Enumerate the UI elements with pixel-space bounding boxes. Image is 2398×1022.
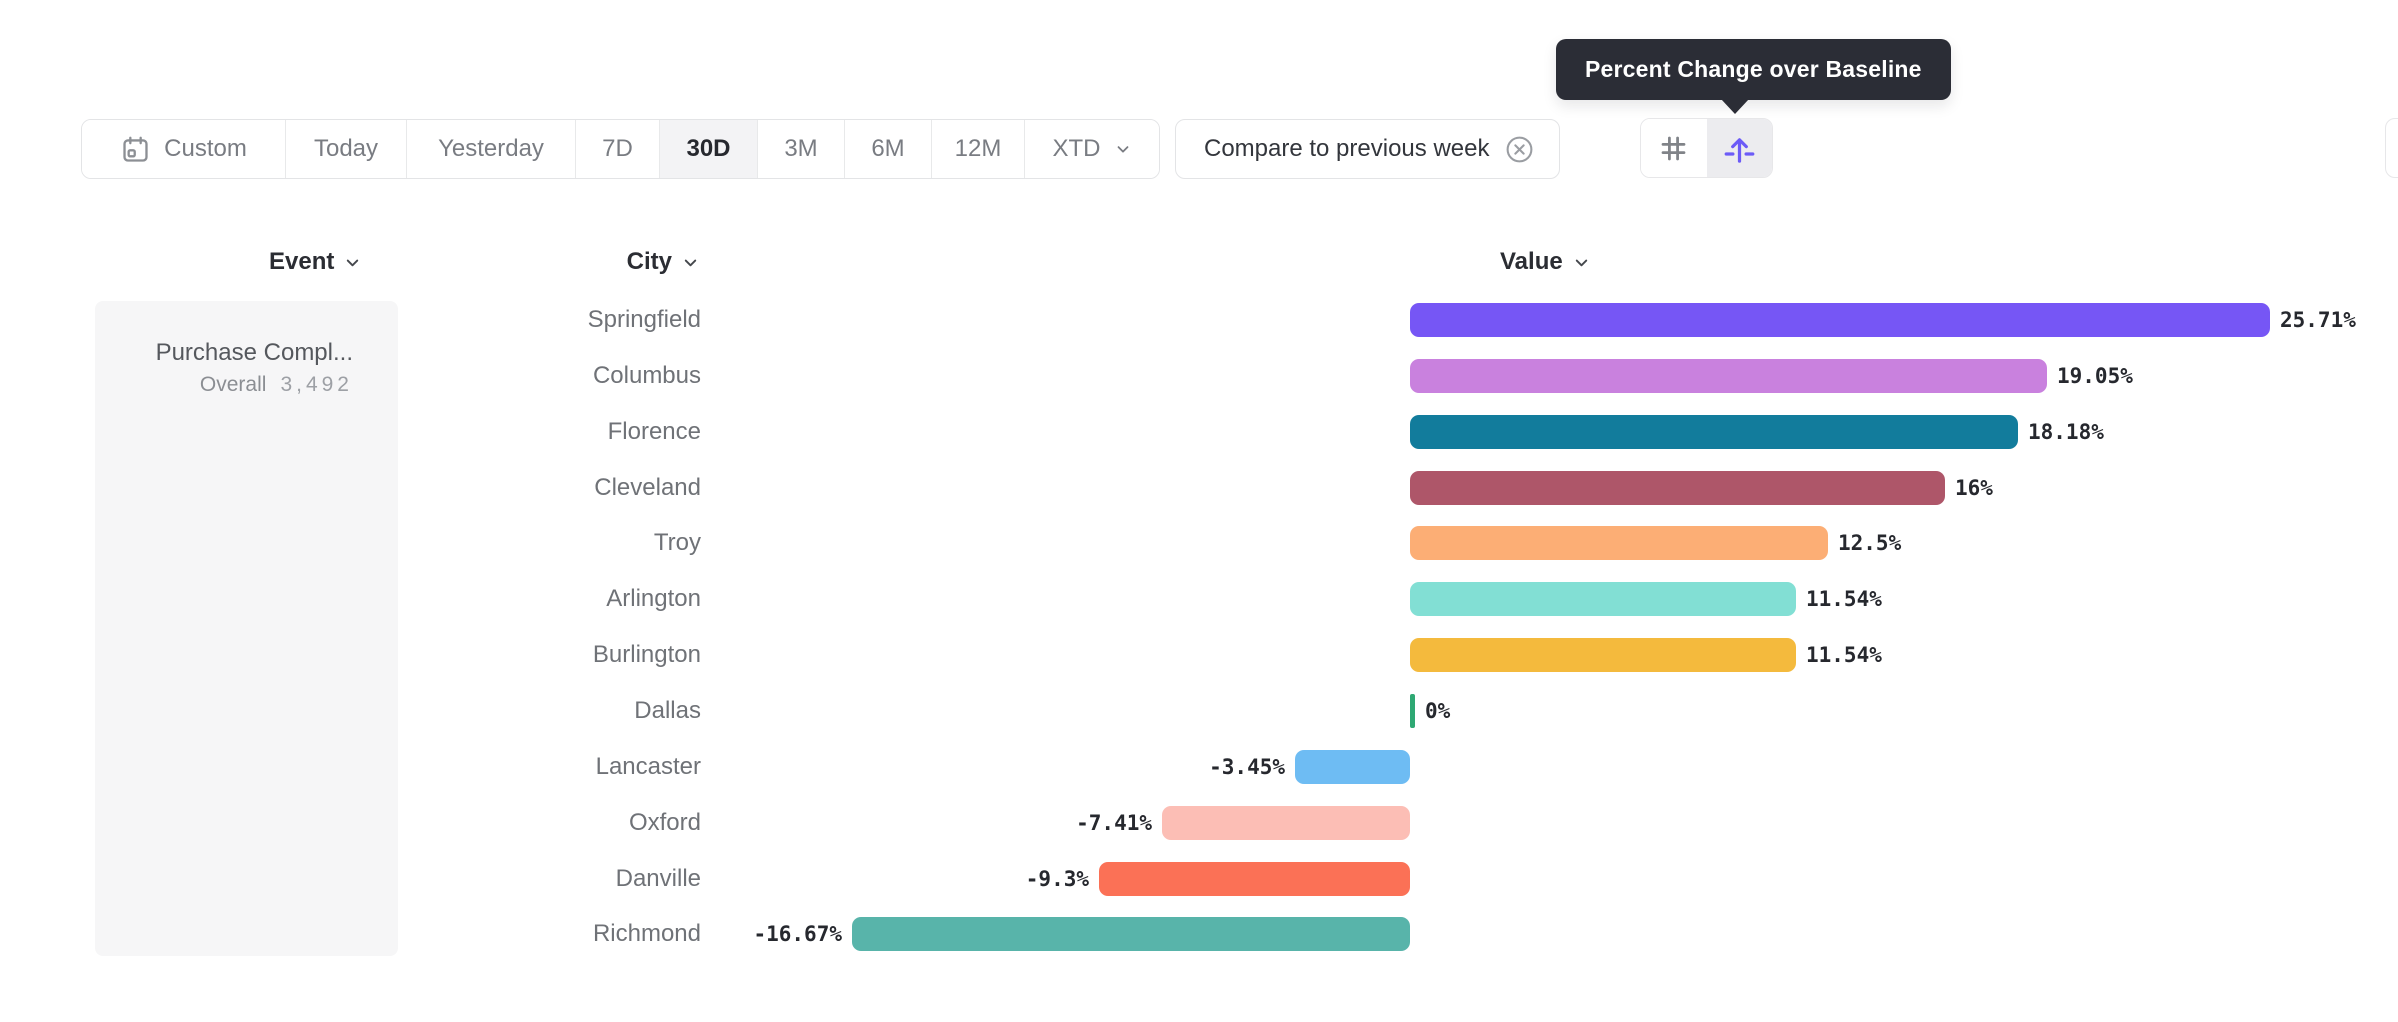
- column-header-value[interactable]: Value: [1500, 245, 1591, 279]
- value-format-toggle: [1640, 118, 1773, 178]
- event-panel[interactable]: Purchase Compl... Overall 3,492: [95, 301, 398, 956]
- tooltip-text: Percent Change over Baseline: [1585, 56, 1922, 82]
- column-header-city-label: City: [626, 248, 672, 275]
- event-overall-row: Overall 3,492: [115, 369, 353, 400]
- city-label-arlington: Arlington: [606, 585, 701, 612]
- city-label-troy: Troy: [653, 529, 701, 556]
- value-bar-springfield[interactable]: [1410, 303, 2270, 337]
- date-preset-xtd[interactable]: XTD: [1024, 120, 1159, 178]
- city-label-cleveland: Cleveland: [594, 474, 701, 501]
- date-range-picker: Custom Today Yesterday 7D 30D 3M 6M 12M XTD: [81, 119, 1160, 179]
- value-label-richmond: -16.67%: [753, 922, 842, 946]
- city-label-lancaster: Lancaster: [595, 753, 701, 780]
- city-label-florence: Florence: [607, 418, 701, 445]
- value-bar-florence[interactable]: [1410, 415, 2018, 449]
- value-label-oxford: -7.41%: [1076, 811, 1152, 835]
- overall-label: Overall: [199, 373, 267, 396]
- date-preset-label: 12M: [954, 135, 1002, 162]
- percent-change-button[interactable]: [1706, 119, 1772, 177]
- value-bar-columbus[interactable]: [1410, 359, 2047, 393]
- date-preset-label: Custom: [164, 135, 247, 162]
- date-preset-yesterday[interactable]: Yesterday: [406, 120, 575, 178]
- chevron-down-icon: [1572, 253, 1591, 272]
- date-preset-3m[interactable]: 3M: [757, 120, 844, 178]
- city-label-burlington: Burlington: [592, 641, 701, 668]
- tooltip-percent-change-over-baseline: Percent Change over Baseline: [1556, 39, 1951, 114]
- value-label-arlington: 11.54%: [1806, 587, 1882, 611]
- value-bar-troy[interactable]: [1410, 526, 1828, 560]
- date-preset-label: 7D: [602, 135, 633, 162]
- date-preset-label: XTD: [1052, 135, 1101, 162]
- city-label-springfield: Springfield: [587, 306, 701, 333]
- column-header-city[interactable]: City: [400, 245, 700, 279]
- event-name: Purchase Compl...: [155, 339, 353, 366]
- city-label-danville: Danville: [615, 865, 701, 892]
- date-preset-12m[interactable]: 12M: [931, 120, 1024, 178]
- value-bar-lancaster[interactable]: [1295, 750, 1410, 784]
- date-preset-6m[interactable]: 6M: [844, 120, 931, 178]
- value-bar-cleveland[interactable]: [1410, 471, 1945, 505]
- date-preset-custom[interactable]: Custom: [82, 120, 285, 178]
- value-bar-danville[interactable]: [1099, 862, 1410, 896]
- column-header-event[interactable]: Event: [269, 245, 362, 279]
- date-preset-label: 3M: [784, 135, 818, 162]
- column-header-value-label: Value: [1500, 248, 1563, 275]
- compare-chip[interactable]: Compare to previous week: [1175, 119, 1561, 179]
- value-bar-burlington[interactable]: [1410, 638, 1796, 672]
- value-label-florence: 18.18%: [2028, 420, 2104, 444]
- value-label-dallas: 0%: [1425, 699, 1451, 723]
- date-preset-label: 30D: [686, 135, 731, 162]
- remove-compare-icon[interactable]: [1504, 134, 1535, 165]
- number-format-button[interactable]: [1641, 119, 1707, 177]
- tooltip-arrow: [1721, 99, 1749, 114]
- value-label-troy: 12.5%: [1838, 531, 1902, 555]
- city-label-dallas: Dallas: [634, 697, 701, 724]
- value-bar-oxford[interactable]: [1162, 806, 1410, 840]
- city-label-columbus: Columbus: [592, 362, 701, 389]
- date-preset-30d[interactable]: 30D: [659, 120, 757, 178]
- date-preset-label: Today: [313, 135, 379, 162]
- column-header-event-label: Event: [269, 248, 335, 275]
- value-label-burlington: 11.54%: [1806, 643, 1882, 667]
- value-label-lancaster: -3.45%: [1209, 755, 1285, 779]
- hash-icon: [1656, 131, 1691, 166]
- value-bar-dallas[interactable]: [1410, 694, 1415, 728]
- value-label-danville: -9.3%: [1025, 867, 1089, 891]
- date-preset-7d[interactable]: 7D: [575, 120, 659, 178]
- chevron-down-icon: [681, 253, 700, 272]
- city-label-oxford: Oxford: [628, 809, 701, 836]
- city-label-richmond: Richmond: [592, 920, 701, 947]
- value-bar-arlington[interactable]: [1410, 582, 1796, 616]
- date-preset-label: 6M: [871, 135, 905, 162]
- chevron-down-icon: [1114, 140, 1132, 158]
- percent-change-over-baseline-icon: [1721, 130, 1758, 167]
- compare-chip-label: Compare to previous week: [1204, 135, 1490, 162]
- date-preset-label: Yesterday: [438, 135, 544, 162]
- chevron-down-icon: [343, 253, 362, 272]
- calendar-icon: [120, 134, 151, 165]
- date-preset-today[interactable]: Today: [285, 120, 406, 178]
- value-label-cleveland: 16%: [1955, 476, 1993, 500]
- overall-value: 3,492: [280, 373, 353, 396]
- value-bar-richmond[interactable]: [852, 917, 1410, 951]
- value-label-springfield: 25.71%: [2280, 308, 2356, 332]
- value-label-columbus: 19.05%: [2057, 364, 2133, 388]
- clipped-toolbar-button[interactable]: [2385, 118, 2398, 178]
